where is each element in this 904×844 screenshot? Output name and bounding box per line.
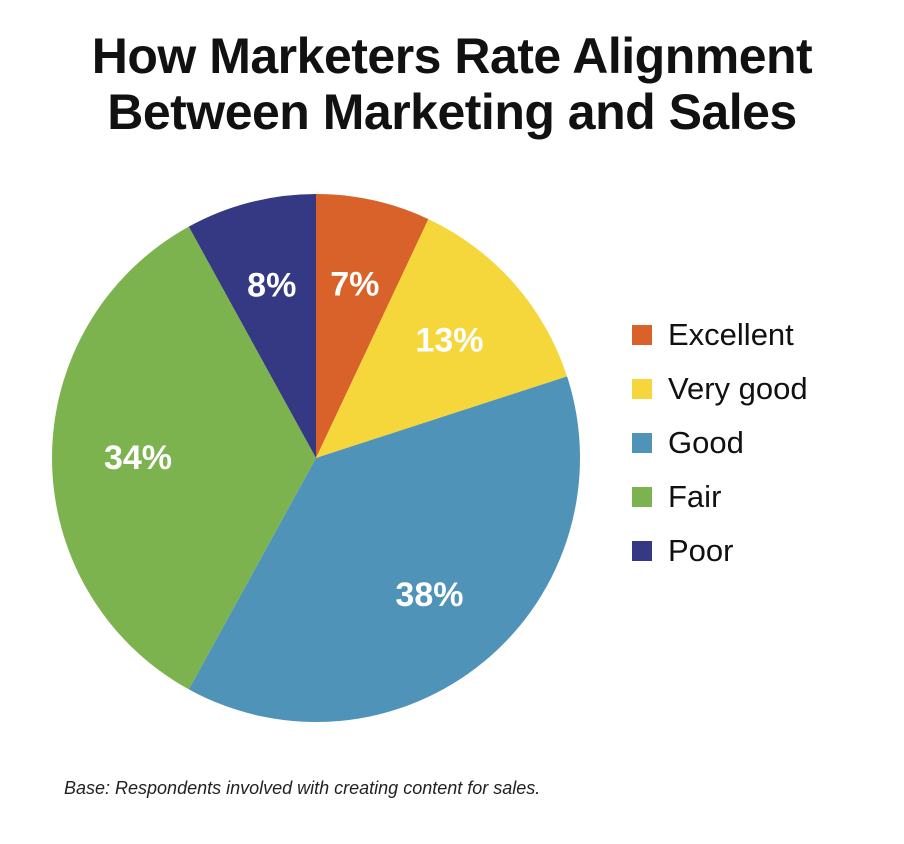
pie-slice-good	[188, 376, 581, 723]
legend-label-excellent: Excellent	[668, 317, 794, 352]
footnote: Base: Respondents involved with creating…	[64, 778, 541, 798]
legend-swatch-fair	[632, 487, 652, 507]
legend-swatch-good	[632, 433, 652, 453]
legend-label-very-good: Very good	[668, 371, 808, 406]
legend-swatch-very-good	[632, 379, 652, 399]
slice-label-poor: 8%	[247, 267, 296, 305]
chart-title: How Marketers Rate Alignment Between Mar…	[0, 28, 904, 140]
legend-item-fair: Fair	[632, 470, 892, 524]
pie-slice-excellent	[316, 194, 429, 458]
slice-label-excellent: 7%	[330, 265, 379, 303]
legend-label-good: Good	[668, 425, 744, 460]
legend-swatch-poor	[632, 541, 652, 561]
legend-item-very-good: Very good	[632, 362, 892, 416]
legend: Excellent Very good Good Fair Poor	[632, 308, 892, 578]
chart-title-line-2: Between Marketing and Sales	[107, 84, 797, 140]
slice-label-good: 38%	[395, 576, 463, 614]
legend-item-excellent: Excellent	[632, 308, 892, 362]
legend-label-fair: Fair	[668, 479, 722, 514]
legend-label-poor: Poor	[668, 533, 734, 568]
legend-swatch-excellent	[632, 325, 652, 345]
pie-slice-poor	[188, 194, 316, 458]
legend-item-good: Good	[632, 416, 892, 470]
legend-item-poor: Poor	[632, 524, 892, 578]
slice-label-very-good: 13%	[415, 321, 483, 359]
pie-slice-very-good	[316, 219, 568, 458]
slice-label-fair: 34%	[104, 439, 172, 477]
chart-title-line-1: How Marketers Rate Alignment	[91, 28, 813, 84]
pie-slice-fair	[51, 226, 317, 690]
